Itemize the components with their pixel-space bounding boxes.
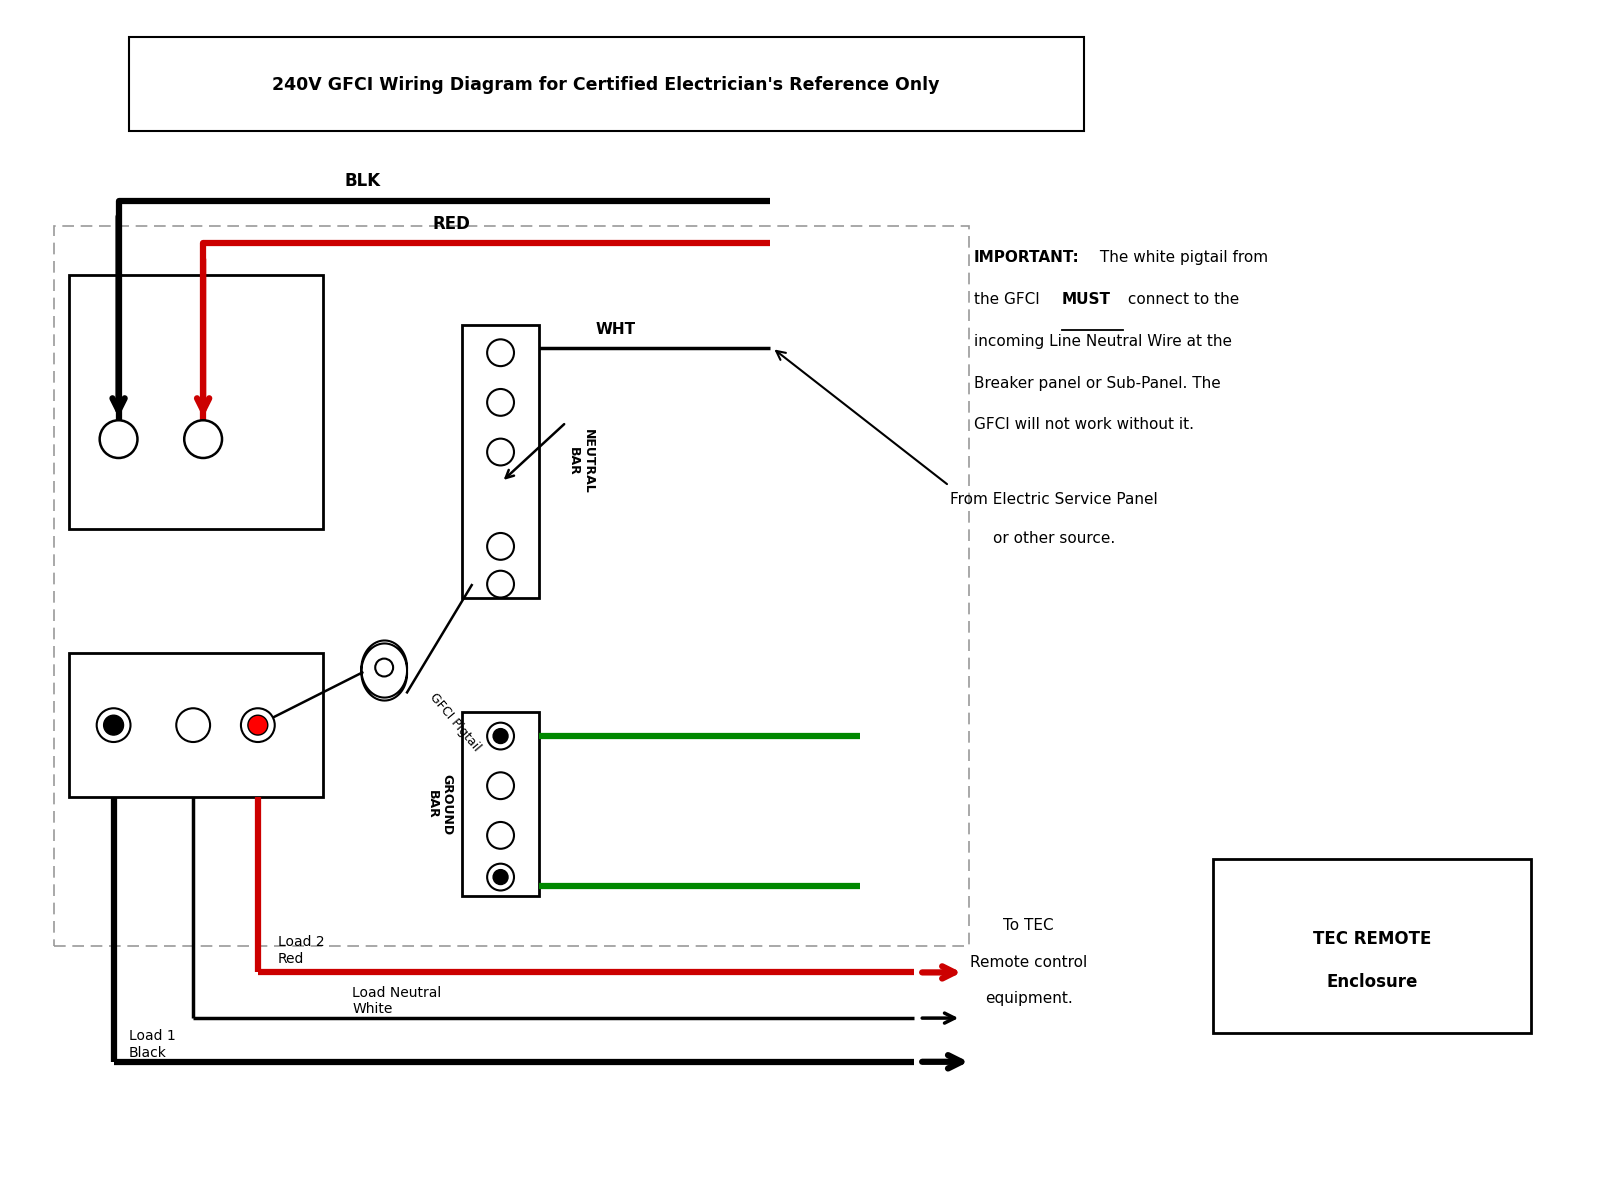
Bar (462, 325, 539, 598)
Bar (69, 653, 323, 796)
Circle shape (493, 729, 509, 743)
Text: Enclosure: Enclosure (1326, 973, 1418, 991)
Circle shape (184, 420, 222, 458)
Text: 240V GFCI Wiring Diagram for Certified Electrician's Reference Only: 240V GFCI Wiring Diagram for Certified E… (272, 76, 939, 94)
Circle shape (486, 570, 514, 598)
Text: Red: Red (278, 953, 304, 966)
Circle shape (486, 439, 514, 466)
Text: Remote control: Remote control (970, 955, 1088, 970)
Text: the GFCI: the GFCI (974, 292, 1045, 307)
Bar (54, 226, 970, 946)
Text: White: White (352, 1002, 392, 1017)
Text: RED: RED (434, 214, 470, 232)
FancyBboxPatch shape (128, 37, 1083, 131)
Circle shape (486, 533, 514, 559)
Text: The white pigtail from: The white pigtail from (1096, 250, 1269, 266)
Text: incoming Line Neutral Wire at the: incoming Line Neutral Wire at the (974, 334, 1232, 349)
Circle shape (486, 772, 514, 799)
Circle shape (176, 709, 210, 742)
Circle shape (486, 389, 514, 416)
Text: WHT: WHT (595, 322, 637, 337)
Text: GROUND
BAR: GROUND BAR (426, 774, 454, 835)
Text: NEUTRAL
BAR: NEUTRAL BAR (568, 429, 595, 494)
FancyBboxPatch shape (1213, 859, 1531, 1033)
Circle shape (248, 716, 267, 735)
Circle shape (242, 709, 275, 742)
Circle shape (493, 870, 509, 884)
Circle shape (486, 822, 514, 849)
Circle shape (486, 339, 514, 366)
Text: From Electric Service Panel: From Electric Service Panel (950, 492, 1157, 506)
Bar (69, 275, 323, 528)
Circle shape (96, 709, 131, 742)
Text: equipment.: equipment. (986, 991, 1072, 1006)
Circle shape (99, 420, 138, 458)
Text: GFCI Pigtail: GFCI Pigtail (427, 691, 483, 753)
Circle shape (104, 716, 123, 735)
Bar (462, 712, 539, 896)
Text: Load Neutral: Load Neutral (352, 986, 442, 1000)
Circle shape (376, 658, 394, 676)
Text: or other source.: or other source. (992, 532, 1115, 546)
Text: Black: Black (128, 1045, 166, 1060)
Text: Breaker panel or Sub-Panel. The: Breaker panel or Sub-Panel. The (974, 375, 1221, 391)
Text: MUST: MUST (1062, 292, 1110, 307)
Text: GFCI will not work without it.: GFCI will not work without it. (974, 417, 1194, 432)
Circle shape (486, 723, 514, 749)
Text: BLK: BLK (344, 172, 381, 190)
Text: connect to the: connect to the (1123, 292, 1240, 307)
Circle shape (486, 864, 514, 890)
Text: Load 1: Load 1 (128, 1029, 176, 1043)
Text: TEC REMOTE: TEC REMOTE (1314, 930, 1430, 948)
Text: Load 2: Load 2 (278, 935, 325, 949)
Text: IMPORTANT:: IMPORTANT: (974, 250, 1080, 266)
Text: To TEC: To TEC (1003, 918, 1054, 934)
